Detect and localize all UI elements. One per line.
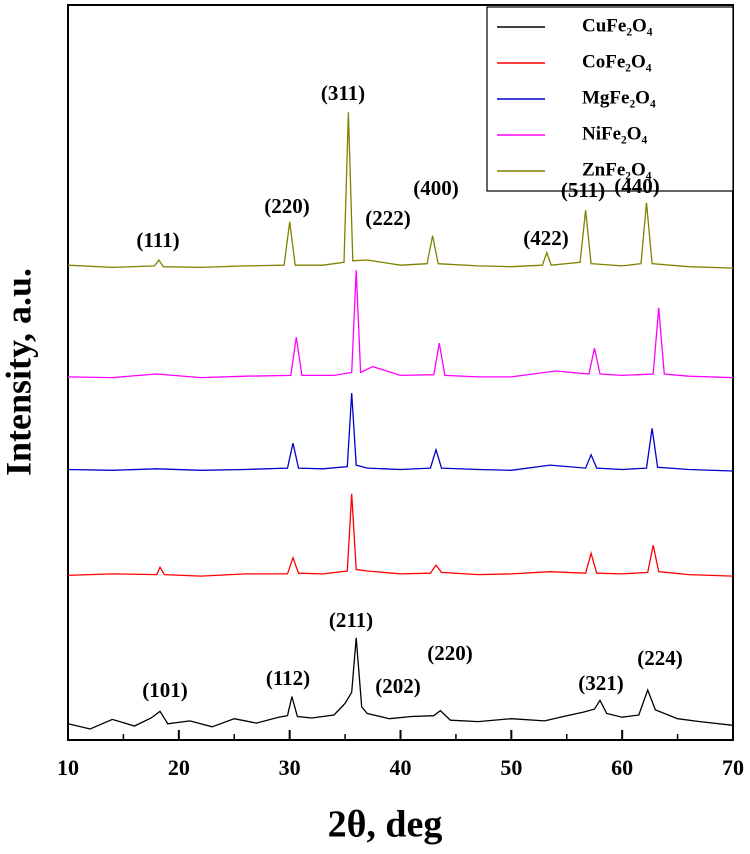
peak-label: (220) — [264, 194, 310, 218]
peak-label: (101) — [142, 678, 188, 702]
x-tick-label: 70 — [722, 755, 744, 780]
x-tick-label: 30 — [279, 755, 301, 780]
x-tick-label: 20 — [168, 755, 190, 780]
peak-label: (321) — [578, 671, 624, 695]
x-tick-label: 50 — [500, 755, 522, 780]
series-line — [67, 393, 734, 472]
y-axis-label: Intensity, a.u. — [0, 268, 38, 476]
peak-label: (511) — [561, 178, 605, 202]
legend-label: NiFe₂O₄ — [582, 123, 648, 144]
x-tick-label: 40 — [390, 755, 412, 780]
series-line — [67, 493, 734, 577]
peak-label: (202) — [375, 674, 421, 698]
series-line — [67, 270, 734, 379]
series-line — [67, 112, 734, 269]
peak-label: (112) — [266, 666, 310, 690]
peak-label: (440) — [614, 174, 660, 198]
peak-label: (220) — [427, 641, 473, 665]
x-axis-label: 2θ, deg — [328, 804, 443, 846]
legend-label: ZnFe₂O₄ — [582, 159, 652, 180]
peak-label: (422) — [523, 226, 569, 250]
legend-label: CoFe₂O₄ — [582, 51, 652, 72]
peak-label: (211) — [329, 608, 373, 632]
peak-label: (311) — [321, 81, 365, 105]
peak-label: (222) — [365, 206, 411, 230]
peak-label: (400) — [413, 176, 459, 200]
legend-label: CuFe₂O₄ — [582, 15, 653, 36]
series-line — [67, 637, 734, 730]
x-tick-label: 10 — [57, 755, 79, 780]
x-tick-label: 60 — [611, 755, 633, 780]
peak-label: (111) — [136, 228, 179, 252]
legend-label: MgFe₂O₄ — [582, 87, 656, 108]
peak-label: (224) — [637, 646, 683, 670]
